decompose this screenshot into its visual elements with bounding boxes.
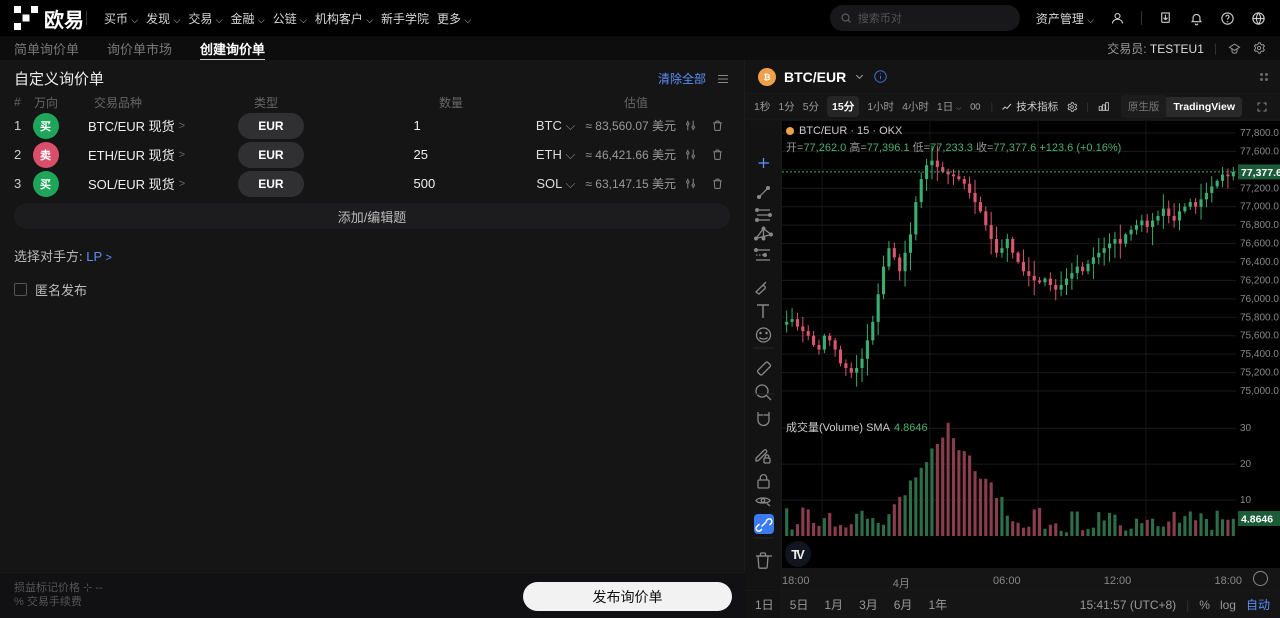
svg-text:77,600.0: 77,600.0 <box>1240 146 1279 157</box>
svg-text:4.8646: 4.8646 <box>1241 514 1273 526</box>
svg-text:成交量(Volume) SMA: 成交量(Volume) SMA <box>786 420 891 434</box>
svg-text:4.8646: 4.8646 <box>894 422 928 434</box>
svg-text:76,400.0: 76,400.0 <box>1240 257 1279 268</box>
svg-text:10: 10 <box>1240 495 1252 506</box>
svg-text:30: 30 <box>1240 423 1252 434</box>
svg-text:77,377.6: 77,377.6 <box>1241 167 1280 179</box>
svg-text:76,600.0: 76,600.0 <box>1240 239 1279 250</box>
svg-text:75,200.0: 75,200.0 <box>1240 368 1279 379</box>
svg-text:75,400.0: 75,400.0 <box>1240 349 1279 360</box>
svg-text:76,200.0: 76,200.0 <box>1240 275 1279 286</box>
svg-text:77,200.0: 77,200.0 <box>1240 183 1279 194</box>
svg-text:20: 20 <box>1240 459 1252 470</box>
svg-text:77,000.0: 77,000.0 <box>1240 202 1279 213</box>
svg-text:₿: ₿ <box>764 71 771 81</box>
svg-text:75,600.0: 75,600.0 <box>1240 331 1279 342</box>
svg-text:76,800.0: 76,800.0 <box>1240 220 1279 231</box>
svg-text:75,800.0: 75,800.0 <box>1240 312 1279 323</box>
svg-text:77,800.0: 77,800.0 <box>1240 128 1279 139</box>
svg-text:75,000.0: 75,000.0 <box>1240 386 1279 397</box>
svg-text:76,000.0: 76,000.0 <box>1240 294 1279 305</box>
